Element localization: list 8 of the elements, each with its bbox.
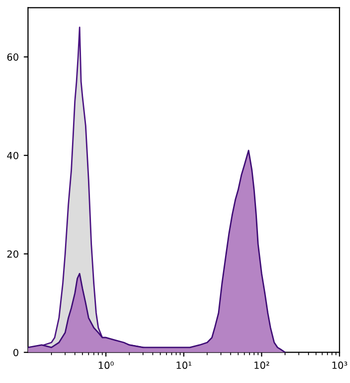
y-tick-label: 40 — [7, 152, 18, 160]
x-tick-label: 10³ — [332, 362, 348, 369]
x-tick-label: 10⁰ — [98, 362, 114, 369]
y-tick-label: 0 — [13, 348, 18, 356]
x-tick-label: 10² — [254, 362, 270, 369]
y-tick-label: 60 — [7, 53, 18, 61]
y-tick-label: 20 — [7, 250, 18, 258]
x-tick-label: 10¹ — [176, 362, 192, 369]
